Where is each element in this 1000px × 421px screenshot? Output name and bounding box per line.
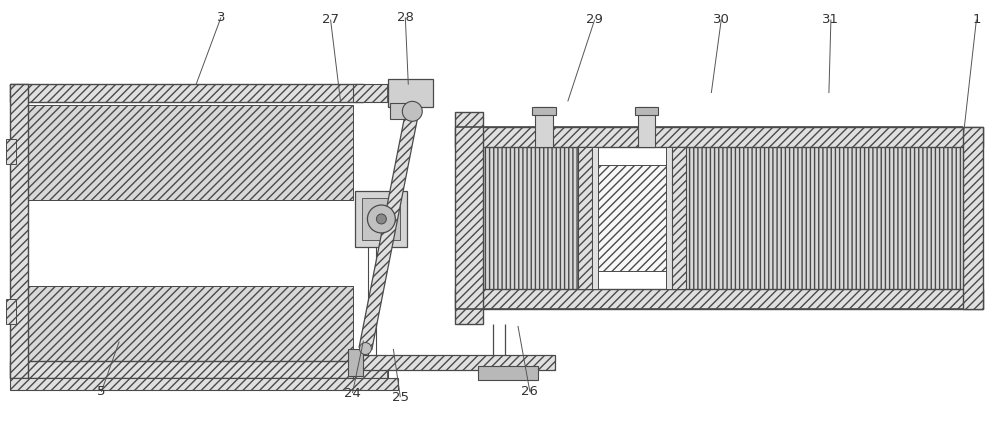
Bar (478, 367, 538, 381)
Text: 26: 26 (521, 385, 538, 398)
Bar (10, 85, 28, 378)
Bar (6, 299, 16, 324)
Bar (578, 147, 592, 289)
Circle shape (376, 214, 386, 224)
Bar (353, 360, 388, 378)
Bar (455, 112, 483, 324)
Bar (638, 107, 655, 147)
Bar (672, 147, 686, 289)
Text: 3: 3 (217, 11, 225, 24)
Bar (483, 147, 578, 289)
Bar (28, 105, 353, 200)
Bar (388, 80, 433, 107)
Text: 24: 24 (344, 386, 361, 400)
Text: 28: 28 (397, 11, 414, 24)
Bar (592, 147, 598, 289)
Bar (455, 289, 983, 309)
Text: 30: 30 (713, 13, 730, 26)
Bar (592, 165, 672, 271)
Bar (666, 147, 672, 289)
Bar (355, 191, 407, 247)
Bar (535, 107, 553, 147)
Text: 31: 31 (822, 13, 839, 26)
Bar (963, 127, 983, 309)
Bar (686, 147, 963, 289)
Text: 29: 29 (586, 13, 603, 26)
Text: 27: 27 (322, 13, 339, 26)
Circle shape (359, 343, 371, 354)
Text: 5: 5 (97, 385, 106, 398)
Text: 1: 1 (972, 13, 981, 26)
Circle shape (367, 205, 395, 233)
Bar (28, 286, 353, 360)
Bar (355, 354, 555, 370)
Bar (455, 127, 983, 147)
Bar (362, 198, 400, 240)
Polygon shape (359, 110, 419, 350)
Bar (10, 378, 398, 390)
Bar (6, 139, 16, 164)
Text: 25: 25 (392, 391, 409, 404)
Bar (10, 360, 363, 378)
Bar (532, 107, 556, 115)
Bar (390, 103, 415, 119)
Bar (348, 349, 363, 376)
Circle shape (402, 101, 422, 121)
Bar (10, 85, 363, 102)
Bar (353, 85, 388, 102)
Bar (635, 107, 658, 115)
